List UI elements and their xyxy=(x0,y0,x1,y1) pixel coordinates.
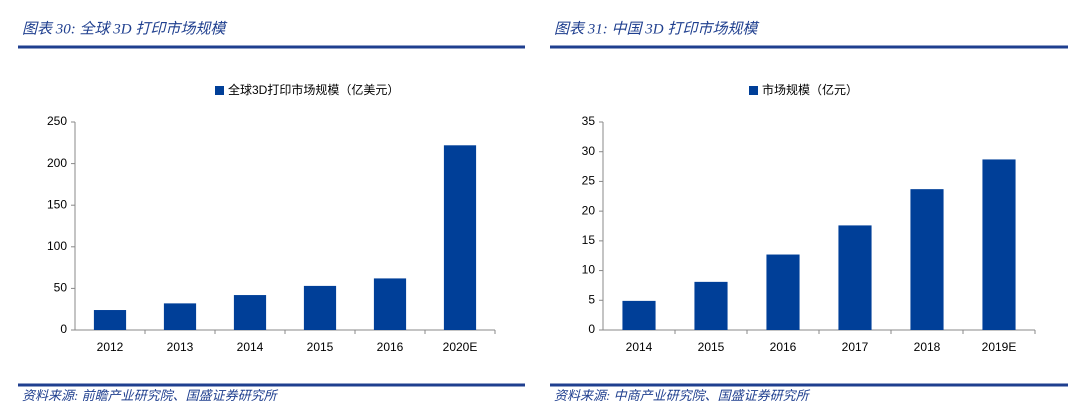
x-tick-label: 2012 xyxy=(97,340,124,354)
y-tick-label: 200 xyxy=(47,156,67,170)
bar xyxy=(910,189,944,330)
y-tick-label: 15 xyxy=(582,233,596,247)
y-tick-label: 100 xyxy=(47,239,67,253)
bar xyxy=(163,303,197,330)
y-tick-label: 150 xyxy=(47,197,67,211)
y-tick-label: 5 xyxy=(588,292,595,306)
y-tick-label: 50 xyxy=(54,281,68,295)
bar xyxy=(443,145,477,330)
x-tick-label: 2019E xyxy=(982,340,1017,354)
x-tick-label: 2014 xyxy=(237,340,264,354)
source-note: 资料来源: 中商产业研究院、国盛证券研究所 xyxy=(554,388,811,403)
y-tick-label: 10 xyxy=(582,263,596,277)
x-tick-label: 2014 xyxy=(626,340,653,354)
x-tick-label: 2016 xyxy=(770,340,797,354)
y-tick-label: 20 xyxy=(582,203,596,217)
y-tick-label: 0 xyxy=(60,322,67,336)
y-tick-label: 30 xyxy=(582,144,596,158)
x-tick-label: 2017 xyxy=(842,340,869,354)
source-note: 资料来源: 前瞻产业研究院、国盛证券研究所 xyxy=(22,388,279,403)
y-tick-label: 0 xyxy=(588,322,595,336)
x-tick-label: 2013 xyxy=(167,340,194,354)
x-tick-label: 2015 xyxy=(307,340,334,354)
bar xyxy=(373,278,407,330)
legend-label: 市场规模（亿元） xyxy=(762,82,858,97)
bar xyxy=(694,281,728,330)
bar xyxy=(766,254,800,330)
x-tick-label: 2016 xyxy=(377,340,404,354)
bar xyxy=(233,295,267,330)
x-tick-label: 2015 xyxy=(698,340,725,354)
bar xyxy=(838,225,872,330)
y-tick-label: 25 xyxy=(582,174,596,188)
y-tick-label: 250 xyxy=(47,114,67,128)
legend-swatch xyxy=(215,86,224,95)
legend-label: 全球3D打印市场规模（亿美元） xyxy=(228,82,399,97)
bar xyxy=(93,310,127,330)
bar xyxy=(622,300,656,330)
x-tick-label: 2020E xyxy=(443,340,478,354)
y-tick-label: 35 xyxy=(582,114,596,128)
figure-title: 图表 30: 全球 3D 打印市场规模 xyxy=(22,20,228,37)
x-tick-label: 2018 xyxy=(914,340,941,354)
bar xyxy=(303,285,337,330)
figure-title: 图表 31: 中国 3D 打印市场规模 xyxy=(554,20,760,37)
legend-swatch xyxy=(749,86,758,95)
bar xyxy=(982,159,1016,330)
